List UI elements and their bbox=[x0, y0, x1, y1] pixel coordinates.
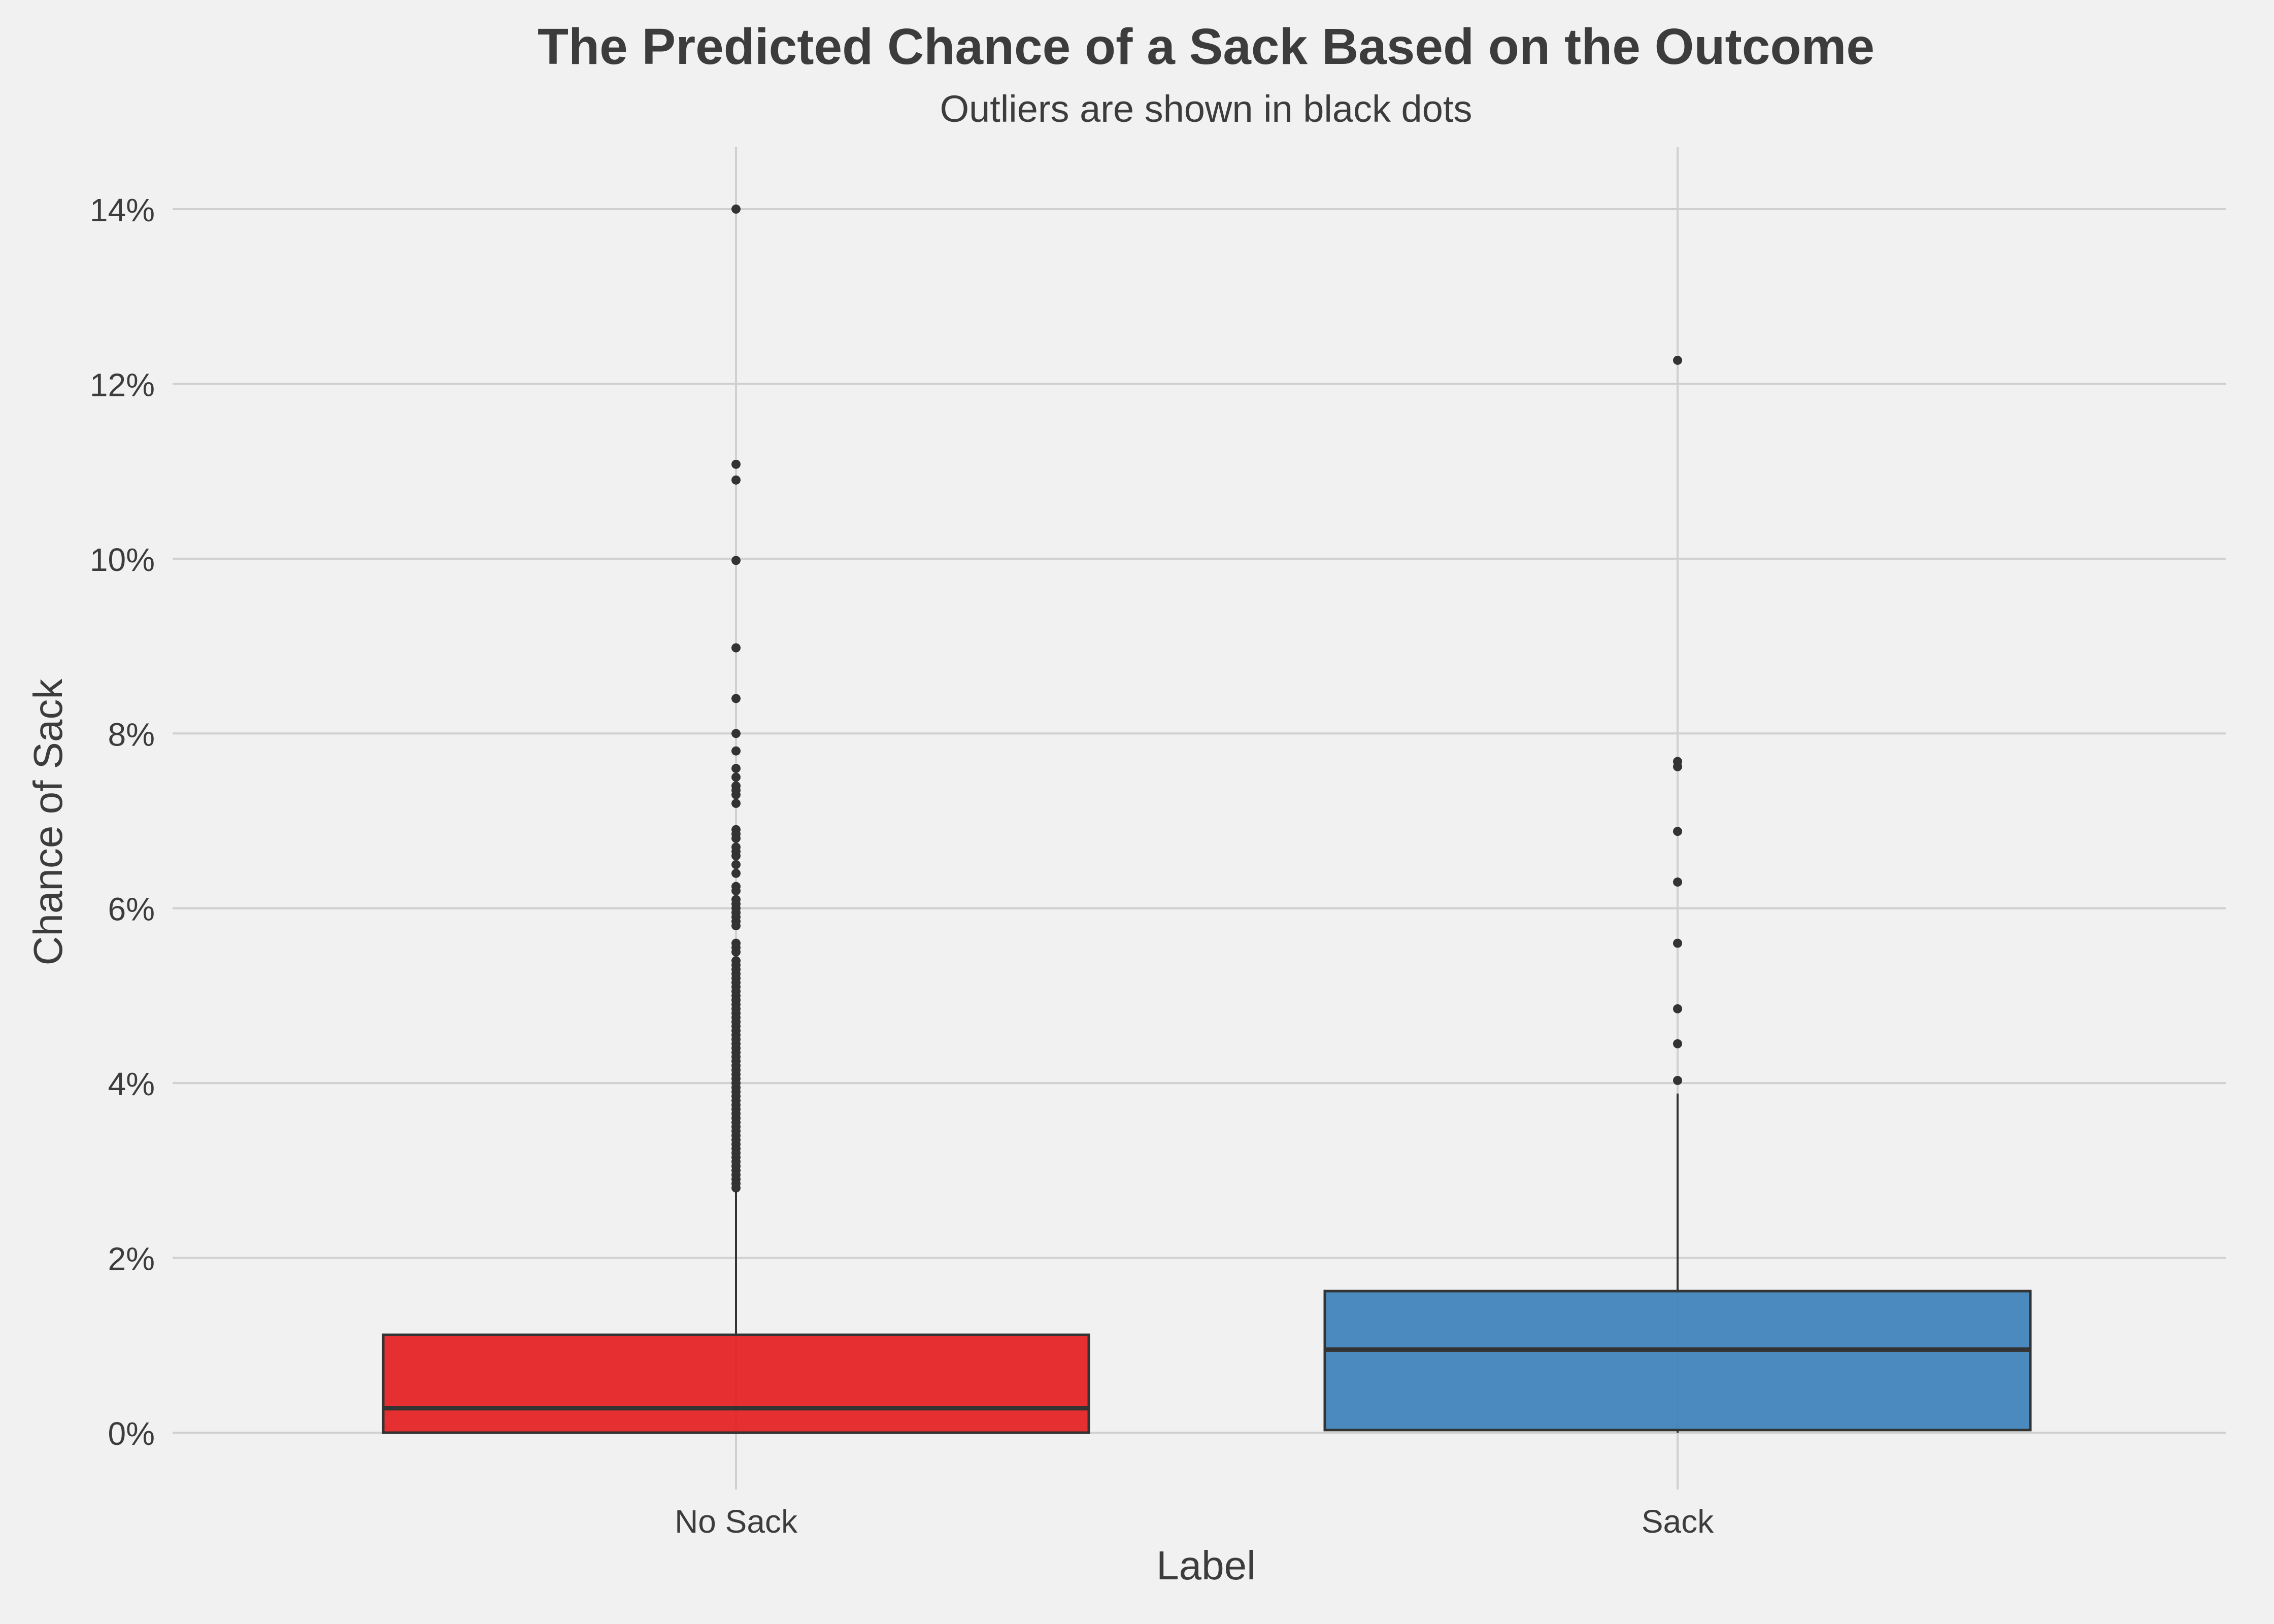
y-axis-ticks: 0% 2% 4% 6% 8% 10% 12% 14% bbox=[90, 192, 155, 1452]
outlier-point bbox=[731, 868, 741, 878]
outlier-point bbox=[731, 799, 741, 808]
y-tick-label: 14% bbox=[90, 192, 155, 228]
y-tick-label: 4% bbox=[108, 1066, 155, 1102]
x-axis-label: Label bbox=[1156, 1543, 1256, 1588]
outlier-point bbox=[1673, 355, 1682, 365]
outlier-point bbox=[1673, 1004, 1682, 1013]
outlier-point bbox=[731, 729, 741, 738]
outlier-point bbox=[1673, 762, 1682, 771]
outlier-point bbox=[1673, 827, 1682, 836]
outlier-point bbox=[731, 694, 741, 703]
outlier-point bbox=[731, 1183, 741, 1193]
outlier-point bbox=[731, 860, 741, 869]
y-tick-label: 0% bbox=[108, 1415, 155, 1452]
outlier-point bbox=[731, 643, 741, 653]
outlier-point bbox=[1673, 938, 1682, 948]
outlier-point bbox=[731, 833, 741, 843]
outlier-point bbox=[731, 746, 741, 756]
outlier-point bbox=[731, 790, 741, 799]
outlier-point bbox=[731, 205, 741, 214]
box-iqr bbox=[1323, 1290, 2032, 1432]
y-tick-label: 10% bbox=[90, 542, 155, 578]
outlier-point bbox=[731, 475, 741, 485]
outlier-point bbox=[731, 459, 741, 469]
x-axis-ticks: No Sack Sack bbox=[675, 1503, 1714, 1540]
chart-title: The Predicted Chance of a Sack Based on … bbox=[538, 18, 1875, 75]
outlier-point bbox=[731, 556, 741, 565]
outlier-point bbox=[731, 921, 741, 931]
outlier-point bbox=[731, 886, 741, 896]
y-tick-label: 6% bbox=[108, 891, 155, 928]
outlier-point bbox=[731, 764, 741, 773]
y-tick-label: 12% bbox=[90, 366, 155, 403]
box-iqr bbox=[382, 1333, 1090, 1434]
x-tick-label: Sack bbox=[1642, 1503, 1714, 1540]
outlier-point bbox=[1673, 1075, 1682, 1085]
outlier-point bbox=[731, 772, 741, 782]
y-tick-label: 8% bbox=[108, 716, 155, 753]
outlier-point bbox=[731, 947, 741, 957]
outlier-point bbox=[1673, 877, 1682, 887]
y-tick-label: 2% bbox=[108, 1241, 155, 1277]
box-no-sack bbox=[382, 205, 1090, 1434]
outlier-point bbox=[1673, 1039, 1682, 1048]
outlier-point bbox=[731, 851, 741, 861]
boxes bbox=[382, 205, 2032, 1434]
chart-subtitle: Outliers are shown in black dots bbox=[940, 88, 1473, 130]
box-sack bbox=[1323, 355, 2032, 1433]
x-tick-label: No Sack bbox=[675, 1503, 798, 1540]
y-axis-label: Chance of Sack bbox=[25, 679, 71, 966]
